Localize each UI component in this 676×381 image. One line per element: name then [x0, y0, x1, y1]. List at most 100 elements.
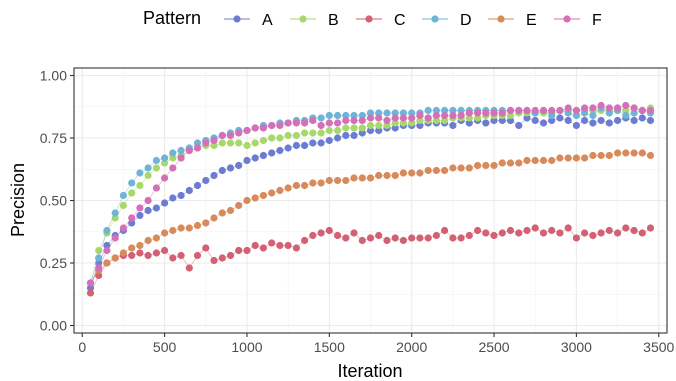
data-point — [589, 151, 597, 160]
data-point — [408, 109, 416, 117]
data-point — [375, 109, 383, 117]
data-point — [399, 114, 407, 122]
data-point — [136, 211, 144, 220]
data-point — [564, 154, 572, 162]
data-point — [441, 106, 449, 115]
data-point — [301, 236, 309, 245]
data-point — [531, 156, 539, 165]
data-point — [243, 246, 251, 255]
x-tick-label: 3000 — [561, 339, 592, 355]
data-point — [185, 146, 193, 155]
data-point — [309, 116, 317, 125]
data-point — [572, 121, 581, 130]
series-layer — [86, 101, 655, 297]
data-point — [416, 169, 424, 177]
data-point — [383, 116, 391, 125]
data-point — [506, 116, 515, 125]
data-point — [202, 176, 210, 185]
data-point — [515, 159, 523, 167]
data-point — [161, 174, 169, 182]
plot-panel — [73, 67, 668, 334]
x-tick-label: 2500 — [478, 339, 509, 355]
data-point — [572, 106, 581, 115]
data-point — [408, 234, 416, 242]
data-point — [309, 139, 317, 147]
x-tick-label: 1500 — [314, 339, 345, 355]
data-point — [202, 219, 210, 227]
data-point — [572, 111, 581, 120]
data-point — [539, 156, 548, 165]
data-point — [144, 236, 152, 245]
data-point — [457, 234, 465, 242]
data-point — [309, 129, 317, 137]
x-axis-title: Iteration — [337, 361, 402, 381]
data-point — [531, 224, 539, 232]
data-point — [103, 259, 111, 267]
data-point — [276, 121, 284, 130]
data-point — [581, 109, 589, 117]
data-point — [268, 134, 276, 142]
x-axis: 0 500 1000 1500 2000 2500 3000 3500 — [78, 333, 675, 355]
data-point — [597, 151, 605, 160]
y-tick-label: 1.00 — [40, 68, 67, 84]
data-point — [144, 164, 152, 172]
data-point — [301, 129, 309, 137]
data-point — [235, 139, 243, 147]
data-point — [630, 104, 638, 112]
data-point — [136, 169, 144, 177]
data-point — [169, 226, 177, 235]
legend-item-a: A — [224, 12, 273, 29]
data-point — [490, 116, 498, 125]
legend-key-point — [497, 15, 505, 23]
data-point — [523, 156, 531, 165]
data-point — [432, 106, 440, 115]
data-point — [235, 129, 243, 137]
data-point — [597, 101, 605, 110]
data-point — [86, 279, 95, 287]
data-point — [630, 116, 638, 125]
data-point — [605, 119, 613, 127]
data-point — [342, 116, 350, 125]
data-point — [358, 174, 366, 182]
data-point — [284, 184, 292, 192]
data-point — [358, 236, 366, 245]
data-point — [309, 231, 317, 240]
data-point — [251, 139, 259, 147]
data-point — [226, 251, 235, 260]
legend-label: F — [592, 12, 602, 29]
data-point — [482, 119, 490, 127]
data-point — [210, 256, 218, 265]
data-point — [210, 136, 218, 145]
legend-key-point — [233, 15, 241, 23]
data-point — [292, 119, 300, 127]
data-point — [548, 111, 556, 120]
data-point — [465, 114, 473, 122]
data-point — [276, 146, 284, 155]
data-point — [317, 179, 325, 187]
data-point — [457, 111, 465, 120]
y-tick-label: 0.50 — [40, 193, 67, 209]
data-point — [301, 141, 309, 150]
data-point — [276, 241, 284, 250]
data-point — [581, 154, 589, 162]
data-point — [358, 116, 366, 125]
data-point — [350, 111, 358, 120]
data-point — [646, 151, 655, 160]
data-point — [259, 124, 267, 132]
data-point — [292, 131, 300, 140]
data-point — [564, 109, 572, 117]
data-point — [284, 241, 292, 250]
data-point — [243, 141, 251, 150]
data-point — [358, 111, 366, 120]
data-point — [284, 131, 292, 140]
data-point — [350, 116, 358, 125]
data-point — [342, 234, 350, 242]
data-point — [292, 141, 300, 150]
data-point — [564, 116, 572, 125]
data-point — [95, 254, 103, 262]
data-point — [597, 116, 605, 125]
data-point — [136, 249, 144, 257]
data-point — [325, 119, 333, 127]
data-point — [366, 234, 375, 242]
data-point — [128, 214, 136, 222]
